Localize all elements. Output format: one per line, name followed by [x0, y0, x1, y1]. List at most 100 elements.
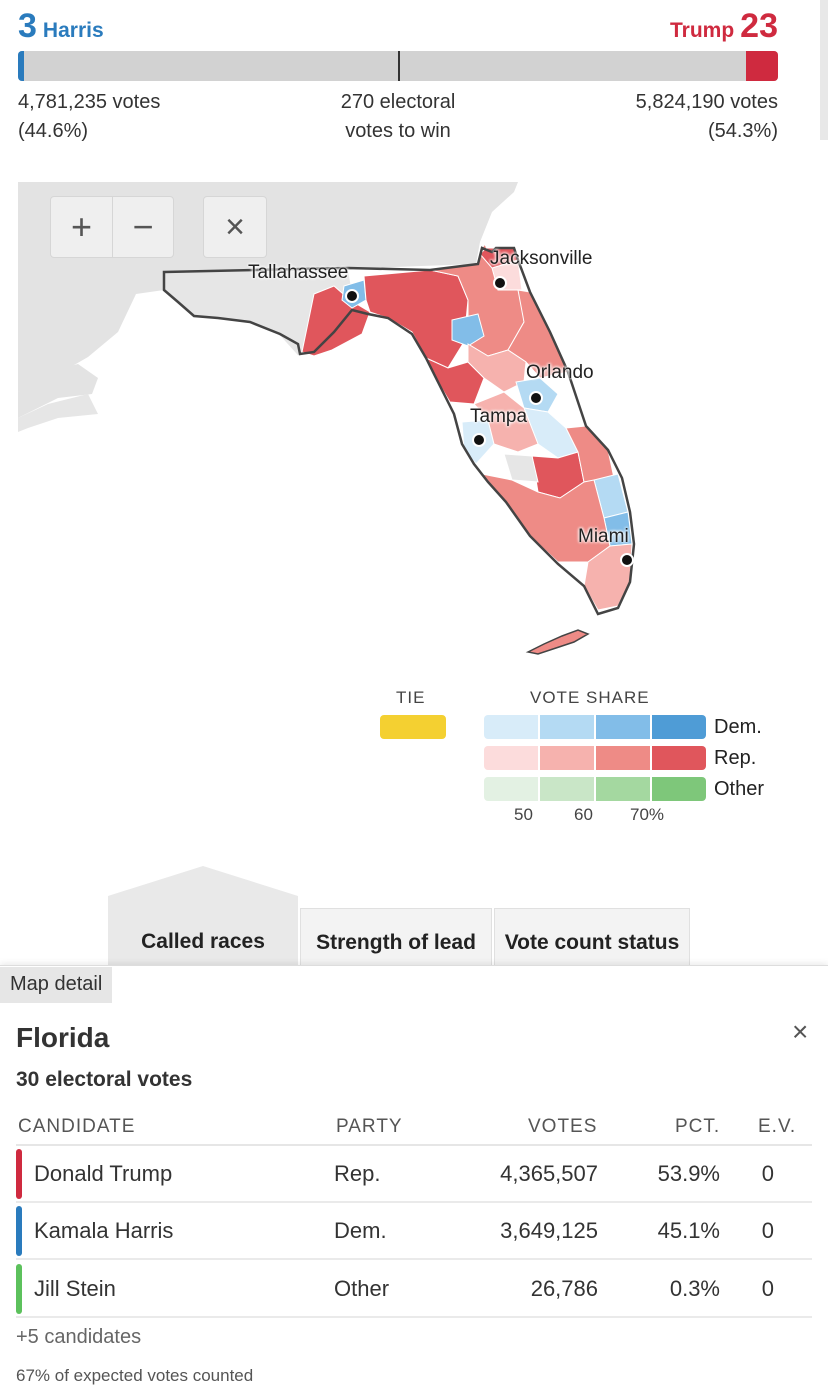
- tab-active-indicator: [108, 866, 298, 910]
- legend-rep-swatch-3: [652, 746, 706, 770]
- header-votes: VOTES: [528, 1116, 598, 1137]
- dem-votes: 4,781,235 votes: [18, 91, 161, 113]
- candidate-votes: 3,649,125: [500, 1218, 598, 1243]
- rep-ev-count: 23: [740, 7, 778, 45]
- party-flag-rep: [16, 1149, 22, 1199]
- header-divider: [16, 1144, 812, 1146]
- legend-tie-title: TIE: [396, 688, 426, 707]
- expected-votes-note: 67% of expected votes counted: [16, 1366, 254, 1385]
- party-flag-dem: [16, 1206, 22, 1256]
- candidate-votes: 26,786: [530, 1276, 598, 1301]
- dem-tally: 3 Harris: [18, 4, 110, 48]
- candidate-ev: 0: [761, 1161, 774, 1186]
- legend-other-label: Other: [714, 778, 765, 800]
- rep-bar-fill: [746, 51, 778, 81]
- legend-other-swatch-0: [484, 777, 538, 801]
- table-row[interactable]: Jill Stein Other 26,786 0.3% 0: [16, 1262, 812, 1318]
- tampa-dot[interactable]: [472, 433, 486, 447]
- legend-dem-scale: [484, 715, 708, 739]
- legend-dem-swatch-2: [596, 715, 650, 739]
- jacksonville-dot[interactable]: [493, 276, 507, 290]
- pasco-polk[interactable]: [473, 391, 539, 453]
- dem-vote-summary: 4,781,235 votes (44.6%): [18, 88, 160, 146]
- neighbor-land-lower: [18, 364, 98, 418]
- florida-outline: [162, 246, 636, 616]
- state-electoral-votes: 30 electoral votes: [16, 1068, 193, 1091]
- tallahassee-label: Tallahassee: [248, 262, 349, 283]
- candidate-party: Other: [334, 1276, 390, 1301]
- table-row[interactable]: Kamala Harris Dem. 3,649,125 45.1% 0: [16, 1204, 812, 1260]
- legend-dem-swatch-1: [540, 715, 594, 739]
- south-central-grey[interactable]: [503, 453, 539, 483]
- miami-label: Miami: [578, 526, 629, 547]
- map-detail-tag: Map detail: [0, 967, 113, 1003]
- legend-dem-label: Dem.: [714, 716, 762, 738]
- legend-tick-50: 50: [514, 805, 533, 824]
- rep-candidate-name: Trump: [670, 19, 735, 42]
- votes-to-win-line1: 270 electoral: [340, 91, 456, 113]
- legend-tick-70: 70%: [630, 805, 665, 824]
- big-bend-counties[interactable]: [363, 269, 469, 369]
- monroe-keys[interactable]: [525, 629, 590, 655]
- state-name: Florida: [16, 1022, 110, 1053]
- miami-dot[interactable]: [620, 553, 634, 567]
- candidate-pct: 0.3%: [669, 1276, 720, 1301]
- legend-other-swatch-3: [652, 777, 706, 801]
- legend-other-swatch-2: [596, 777, 650, 801]
- candidate-party: Rep.: [334, 1161, 381, 1186]
- dem-candidate-name: Harris: [42, 19, 104, 42]
- dem-ev-count: 3: [18, 7, 37, 45]
- rep-votes: 5,824,190 votes: [635, 91, 778, 113]
- legend-tie-swatch: [380, 715, 446, 739]
- legend-rep-scale: [484, 746, 708, 770]
- reset-map-button[interactable]: ×: [203, 196, 267, 258]
- zoom-in-button[interactable]: +: [70, 206, 92, 247]
- legend-other-swatch-1: [540, 777, 594, 801]
- tampa-label: Tampa: [470, 406, 528, 427]
- rep-vote-summary: 5,824,190 votes (54.3%): [636, 88, 778, 146]
- electoral-vote-bar: [18, 51, 778, 81]
- majority-marker: [398, 51, 400, 81]
- legend-vote-share-title: VOTE SHARE: [530, 688, 650, 707]
- legend-tick-60: 60: [574, 805, 593, 824]
- candidate-party: Dem.: [334, 1218, 387, 1243]
- candidate-name: Donald Trump: [34, 1161, 173, 1186]
- page-scrollbar[interactable]: [820, 0, 828, 140]
- zoom-out-button[interactable]: −: [111, 197, 173, 257]
- candidate-name: Jill Stein: [34, 1276, 116, 1301]
- legend-rep-swatch-1: [540, 746, 594, 770]
- candidate-ev: 0: [761, 1218, 774, 1243]
- header-ev: E.V.: [758, 1116, 797, 1137]
- orlando-label: Orlando: [526, 362, 594, 383]
- zoom-controls: + −: [50, 196, 174, 258]
- coast-land: [18, 394, 98, 432]
- candidate-votes: 4,365,507: [500, 1161, 598, 1186]
- votes-to-win: 270 electoral votes to win: [248, 88, 548, 146]
- rep-pct: (54.3%): [707, 120, 778, 142]
- alachua-county[interactable]: [451, 313, 485, 347]
- legend-rep-swatch-0: [484, 746, 538, 770]
- orlando-dot[interactable]: [529, 391, 543, 405]
- legend-dem-swatch-3: [652, 715, 706, 739]
- header-candidate: CANDIDATE: [18, 1116, 136, 1137]
- legend-other-scale: [484, 777, 708, 801]
- rep-tally: Trump 23: [664, 4, 778, 48]
- candidate-ev: 0: [761, 1276, 774, 1301]
- dem-bar-fill: [18, 51, 25, 81]
- map-detail-panel: [0, 965, 828, 1391]
- candidate-name: Kamala Harris: [34, 1218, 174, 1243]
- legend-rep-swatch-2: [596, 746, 650, 770]
- legend-dem-swatch-0: [484, 715, 538, 739]
- votes-to-win-line2: votes to win: [345, 120, 451, 142]
- tallahassee-dot[interactable]: [345, 289, 359, 303]
- candidate-pct: 45.1%: [657, 1218, 720, 1243]
- table-row[interactable]: Donald Trump Rep. 4,365,507 53.9% 0: [16, 1147, 812, 1203]
- legend-rep-label: Rep.: [714, 747, 757, 769]
- header-party: PARTY: [336, 1116, 403, 1137]
- tally-header: 3 Harris Trump 23: [18, 4, 778, 48]
- header-pct: PCT.: [675, 1116, 721, 1137]
- dem-pct: (44.6%): [18, 120, 89, 142]
- party-flag-other: [16, 1264, 22, 1314]
- more-candidates-link[interactable]: +5 candidates: [16, 1326, 142, 1348]
- close-icon[interactable]: ×: [792, 1016, 809, 1047]
